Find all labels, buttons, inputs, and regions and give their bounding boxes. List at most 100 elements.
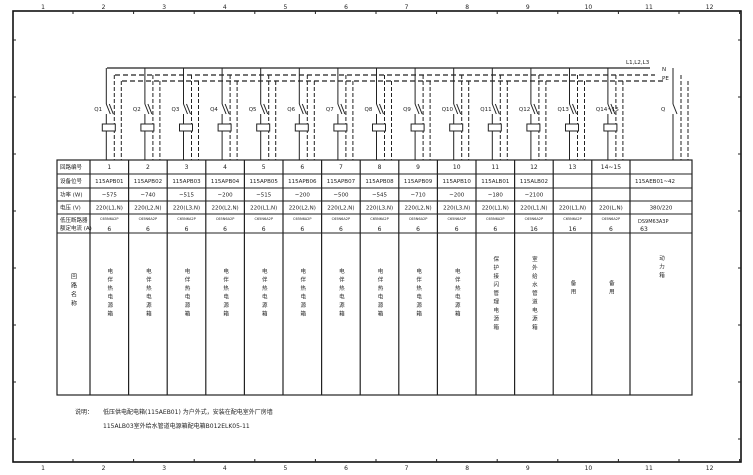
rated-current: 6 [146, 226, 150, 233]
breaker-switch-contact [376, 103, 381, 115]
rcd-box [294, 123, 309, 132]
bottom-ruler-label: 1 [41, 465, 45, 472]
circuit-Q7: Q7 [326, 68, 354, 160]
breaker-model: C65N6A2P [293, 217, 311, 221]
voltage-value: 220(L3,N) [443, 206, 470, 212]
rcd-box [217, 123, 232, 132]
row-header-circuit-name: 回路名称 [70, 273, 77, 309]
table-column-3: 3 115APB03 ~515 220(L3,N) C65N6A2P 6 电伴热电源箱 [172, 164, 201, 319]
row-header-voltage: 电压 (V) [60, 204, 81, 212]
table-column-10: 10 115APB10 ~200 220(L3,N) C65N6A2P 6 电伴热电源箱 [443, 164, 472, 319]
breaker-switch-contact [607, 103, 613, 115]
top-ruler-label: 7 [405, 4, 409, 11]
breaker-label: Q10 [442, 107, 454, 113]
breaker-model: C65N6A2P [409, 217, 427, 221]
rcd-box [603, 123, 618, 132]
rated-current: 6 [416, 226, 420, 233]
circuit-Q8: Q8 [365, 68, 392, 160]
breaker-label: Q11 [480, 107, 491, 113]
breaker-label: Q1 [94, 107, 102, 113]
circuit-name: 电伴热电源箱 [106, 267, 113, 319]
rcd-box [449, 123, 464, 132]
top-ruler-label: 3 [162, 4, 166, 11]
rcd-box [565, 123, 579, 132]
circuit-name: 室外给水管道电源箱 [531, 255, 538, 333]
power-value: ~200 [449, 193, 465, 199]
device-tag: 115APB05 [250, 179, 279, 185]
top-ruler-label: 4 [223, 4, 227, 11]
voltage-value: 220(L2,N) [289, 206, 316, 212]
circuit-Q5: Q5 [249, 68, 277, 160]
breaker-switch-contact [569, 103, 574, 115]
rcd-box [333, 123, 348, 132]
bottom-ruler-label: 8 [465, 465, 469, 472]
frame-border [12, 10, 742, 463]
breaker-switch-contact [340, 103, 346, 115]
circuit-Q2: Q2 [133, 68, 161, 160]
breaker-label: Q5 [249, 107, 257, 113]
circuit-number: 11 [491, 164, 499, 171]
table-column-14~15: 14~15 220(L,N) C65N6A2P 6 备用 [599, 164, 623, 297]
power-value: ~515 [256, 193, 272, 199]
circuit-Q4: Q4 [210, 68, 238, 160]
breaker-switch-contact [221, 103, 227, 115]
voltage-value: 220(L,N) [599, 206, 623, 212]
top-ruler-label: 11 [645, 4, 653, 11]
breaker-model: C65N6A2P [216, 217, 234, 221]
power-value: ~710 [411, 193, 427, 199]
voltage-value: 220(L2,N) [404, 206, 431, 212]
voltage-value: 380/220 [650, 206, 673, 212]
rcd-box [101, 123, 116, 132]
top-ruler-label: 12 [706, 4, 714, 11]
breaker-switch-contact [572, 103, 577, 115]
notes-line-2: 115ALB03室外给水管道电源箱配电箱B012ELK05-11 [103, 422, 250, 430]
rated-current: 6 [493, 226, 497, 233]
circuit-name: 电伴热电源箱 [184, 267, 191, 319]
device-tag: 115APB03 [172, 179, 201, 185]
bottom-ruler-label: 4 [223, 465, 227, 472]
rcd-box [179, 123, 193, 132]
breaker-model: C65N6A2P [447, 217, 465, 221]
rcd-box [410, 123, 425, 132]
breaker-switch-contact [108, 103, 114, 115]
breaker-model: C65N6A2P [139, 217, 157, 221]
breaker-switch-contact [530, 103, 536, 115]
circuit-Q1: Q1 [94, 68, 122, 160]
breaker-switch-contact [301, 103, 307, 115]
circuit-Q: Q [661, 68, 689, 160]
table-column-4: 4 115APB04 ~200 220(L2,N) C65N6A2P 6 电伴热电源箱 [211, 164, 240, 319]
circuit-name: 备用 [570, 279, 577, 297]
breaker-switch-contact [456, 103, 462, 115]
device-tag: 115APB10 [443, 179, 472, 185]
table-column-12: 12 115ALB02 ~2100 220(L1,N) C65N6A2P 16 室外给水管道… [520, 164, 548, 333]
device-tag: 115ALB01 [481, 179, 509, 185]
power-value: ~200 [295, 193, 311, 199]
breaker-switch-contact [491, 103, 497, 115]
device-tag: 115ALB02 [520, 179, 548, 185]
breaker-label: Q2 [133, 107, 141, 113]
circuit-number: 3 [185, 164, 189, 171]
circuit-Q14~15: Q14~15 [596, 68, 624, 160]
power-value: ~740 [140, 193, 156, 199]
voltage-value: 220(L3,N) [366, 206, 393, 212]
table-column-13: 13 220(L1,N) C65N6A2P 16 备用 [559, 164, 586, 297]
top-ruler-label: 6 [344, 4, 348, 11]
rcd-box [372, 123, 386, 132]
bottom-ruler-label: 9 [526, 465, 530, 472]
circuits: Q1 Q2 Q3 Q4 Q5 Q6 Q7 Q8 Q9 Q10 Q11 Q12 Q13 Q14~15 Q [94, 68, 689, 160]
device-tag: 115APB04 [211, 179, 240, 185]
table-column-6: 6 115APB06 ~200 220(L2,N) C65N6A2P 6 电伴热电源箱 [288, 164, 317, 319]
voltage-value: 220(L2,N) [327, 206, 354, 212]
breaker-switch-contact [453, 103, 459, 115]
circuit-Q9: Q9 [403, 68, 431, 160]
circuit-number: 8 [378, 164, 382, 171]
rated-current: 6 [107, 226, 111, 233]
circuit-Q11: Q11 [480, 68, 508, 160]
circuit-Q12: Q12 [519, 68, 547, 160]
circuit-name: 电伴热电源箱 [415, 267, 422, 319]
rated-current: 6 [223, 226, 227, 233]
notes: 说明： 低压供电配电箱(115AEB01) 为户外式，安装在配电室外厂房墙 11… [75, 408, 273, 430]
rcd-box [526, 123, 541, 132]
breaker-switch-contact [224, 103, 230, 115]
breaker-model: C65N6A2P [563, 217, 581, 221]
